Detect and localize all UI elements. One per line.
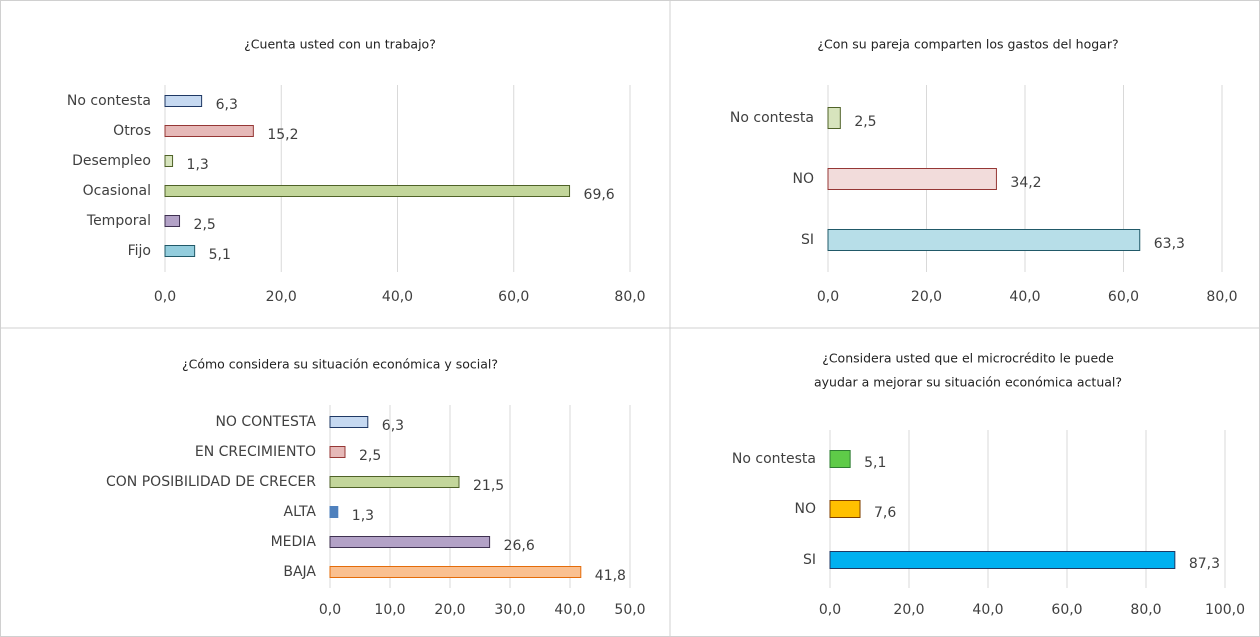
- category-label: MEDIA: [271, 534, 317, 550]
- x-tick-label: 0,0: [319, 602, 341, 618]
- category-label: EN CRECIMIENTO: [195, 444, 316, 460]
- category-label: NO CONTESTA: [215, 414, 316, 430]
- x-tick-label: 0,0: [154, 289, 176, 305]
- x-tick-label: 60,0: [1108, 289, 1139, 305]
- bar: [164, 155, 174, 167]
- chart-title: ¿Con su pareja comparten los gastos del …: [817, 37, 1118, 52]
- bar: [827, 229, 1141, 251]
- bar: [329, 416, 369, 428]
- x-tick-label: 60,0: [498, 289, 529, 305]
- x-tick-label: 10,0: [374, 602, 405, 618]
- category-label: NO: [793, 171, 815, 187]
- category-label: No contesta: [732, 451, 816, 467]
- value-label: 2,5: [854, 114, 876, 130]
- value-label: 5,1: [864, 455, 886, 471]
- bar: [329, 446, 346, 458]
- value-label: 2,5: [359, 448, 381, 464]
- value-label: 69,6: [584, 187, 615, 203]
- value-label: 1,3: [352, 508, 374, 524]
- bar: [329, 566, 582, 578]
- chart-title: ¿Cómo considera su situación económica y…: [182, 357, 498, 372]
- x-tick-label: 40,0: [554, 602, 585, 618]
- chart-title: ¿Cuenta usted con un trabajo?: [244, 37, 436, 52]
- bar: [829, 500, 861, 518]
- x-tick-label: 0,0: [817, 289, 839, 305]
- category-label: BAJA: [283, 564, 316, 580]
- bar: [329, 536, 491, 548]
- bar: [827, 168, 997, 190]
- category-label: Temporal: [86, 213, 151, 229]
- bar: [829, 450, 851, 468]
- x-tick-label: 20,0: [434, 602, 465, 618]
- value-label: 15,2: [267, 127, 298, 143]
- x-tick-label: 40,0: [1009, 289, 1040, 305]
- category-label: CON POSIBILIDAD DE CRECER: [106, 474, 316, 490]
- x-tick-label: 0,0: [819, 602, 841, 618]
- value-label: 21,5: [473, 478, 504, 494]
- value-label: 26,6: [504, 538, 535, 554]
- category-label: Desempleo: [72, 153, 151, 169]
- x-tick-label: 80,0: [1130, 602, 1161, 618]
- value-label: 63,3: [1154, 236, 1185, 252]
- category-label: NO: [795, 501, 817, 517]
- bar: [329, 506, 339, 518]
- chart-title: ayudar a mejorar su situación económica …: [814, 375, 1122, 390]
- x-tick-label: 40,0: [972, 602, 1003, 618]
- x-tick-label: 100,0: [1205, 602, 1245, 618]
- bar: [329, 476, 460, 488]
- bar: [829, 551, 1176, 569]
- x-tick-label: 20,0: [911, 289, 942, 305]
- category-label: SI: [803, 552, 816, 568]
- bar: [164, 245, 196, 257]
- x-tick-label: 30,0: [494, 602, 525, 618]
- value-label: 34,2: [1010, 175, 1041, 191]
- x-tick-label: 40,0: [382, 289, 413, 305]
- bar: [164, 95, 203, 107]
- bar: [164, 125, 254, 137]
- x-tick-label: 20,0: [893, 602, 924, 618]
- value-label: 7,6: [874, 505, 896, 521]
- bar: [164, 185, 571, 197]
- category-label: Otros: [113, 123, 151, 139]
- value-label: 1,3: [187, 157, 209, 173]
- category-label: Fijo: [128, 243, 151, 259]
- value-label: 2,5: [194, 217, 216, 233]
- value-label: 5,1: [209, 247, 231, 263]
- category-label: Ocasional: [83, 183, 151, 199]
- value-label: 6,3: [216, 97, 238, 113]
- value-label: 87,3: [1189, 556, 1220, 572]
- category-label: No contesta: [67, 93, 151, 109]
- category-label: No contesta: [730, 110, 814, 126]
- value-label: 6,3: [382, 418, 404, 434]
- x-tick-label: 60,0: [1051, 602, 1082, 618]
- bar: [827, 107, 841, 129]
- value-label: 41,8: [595, 568, 626, 584]
- chart-title: ¿Considera usted que el microcrédito le …: [822, 351, 1114, 366]
- category-label: SI: [801, 232, 814, 248]
- x-tick-label: 80,0: [614, 289, 645, 305]
- category-label: ALTA: [284, 504, 317, 520]
- x-tick-label: 50,0: [614, 602, 645, 618]
- x-tick-label: 80,0: [1206, 289, 1237, 305]
- x-tick-label: 20,0: [266, 289, 297, 305]
- bar: [164, 215, 181, 227]
